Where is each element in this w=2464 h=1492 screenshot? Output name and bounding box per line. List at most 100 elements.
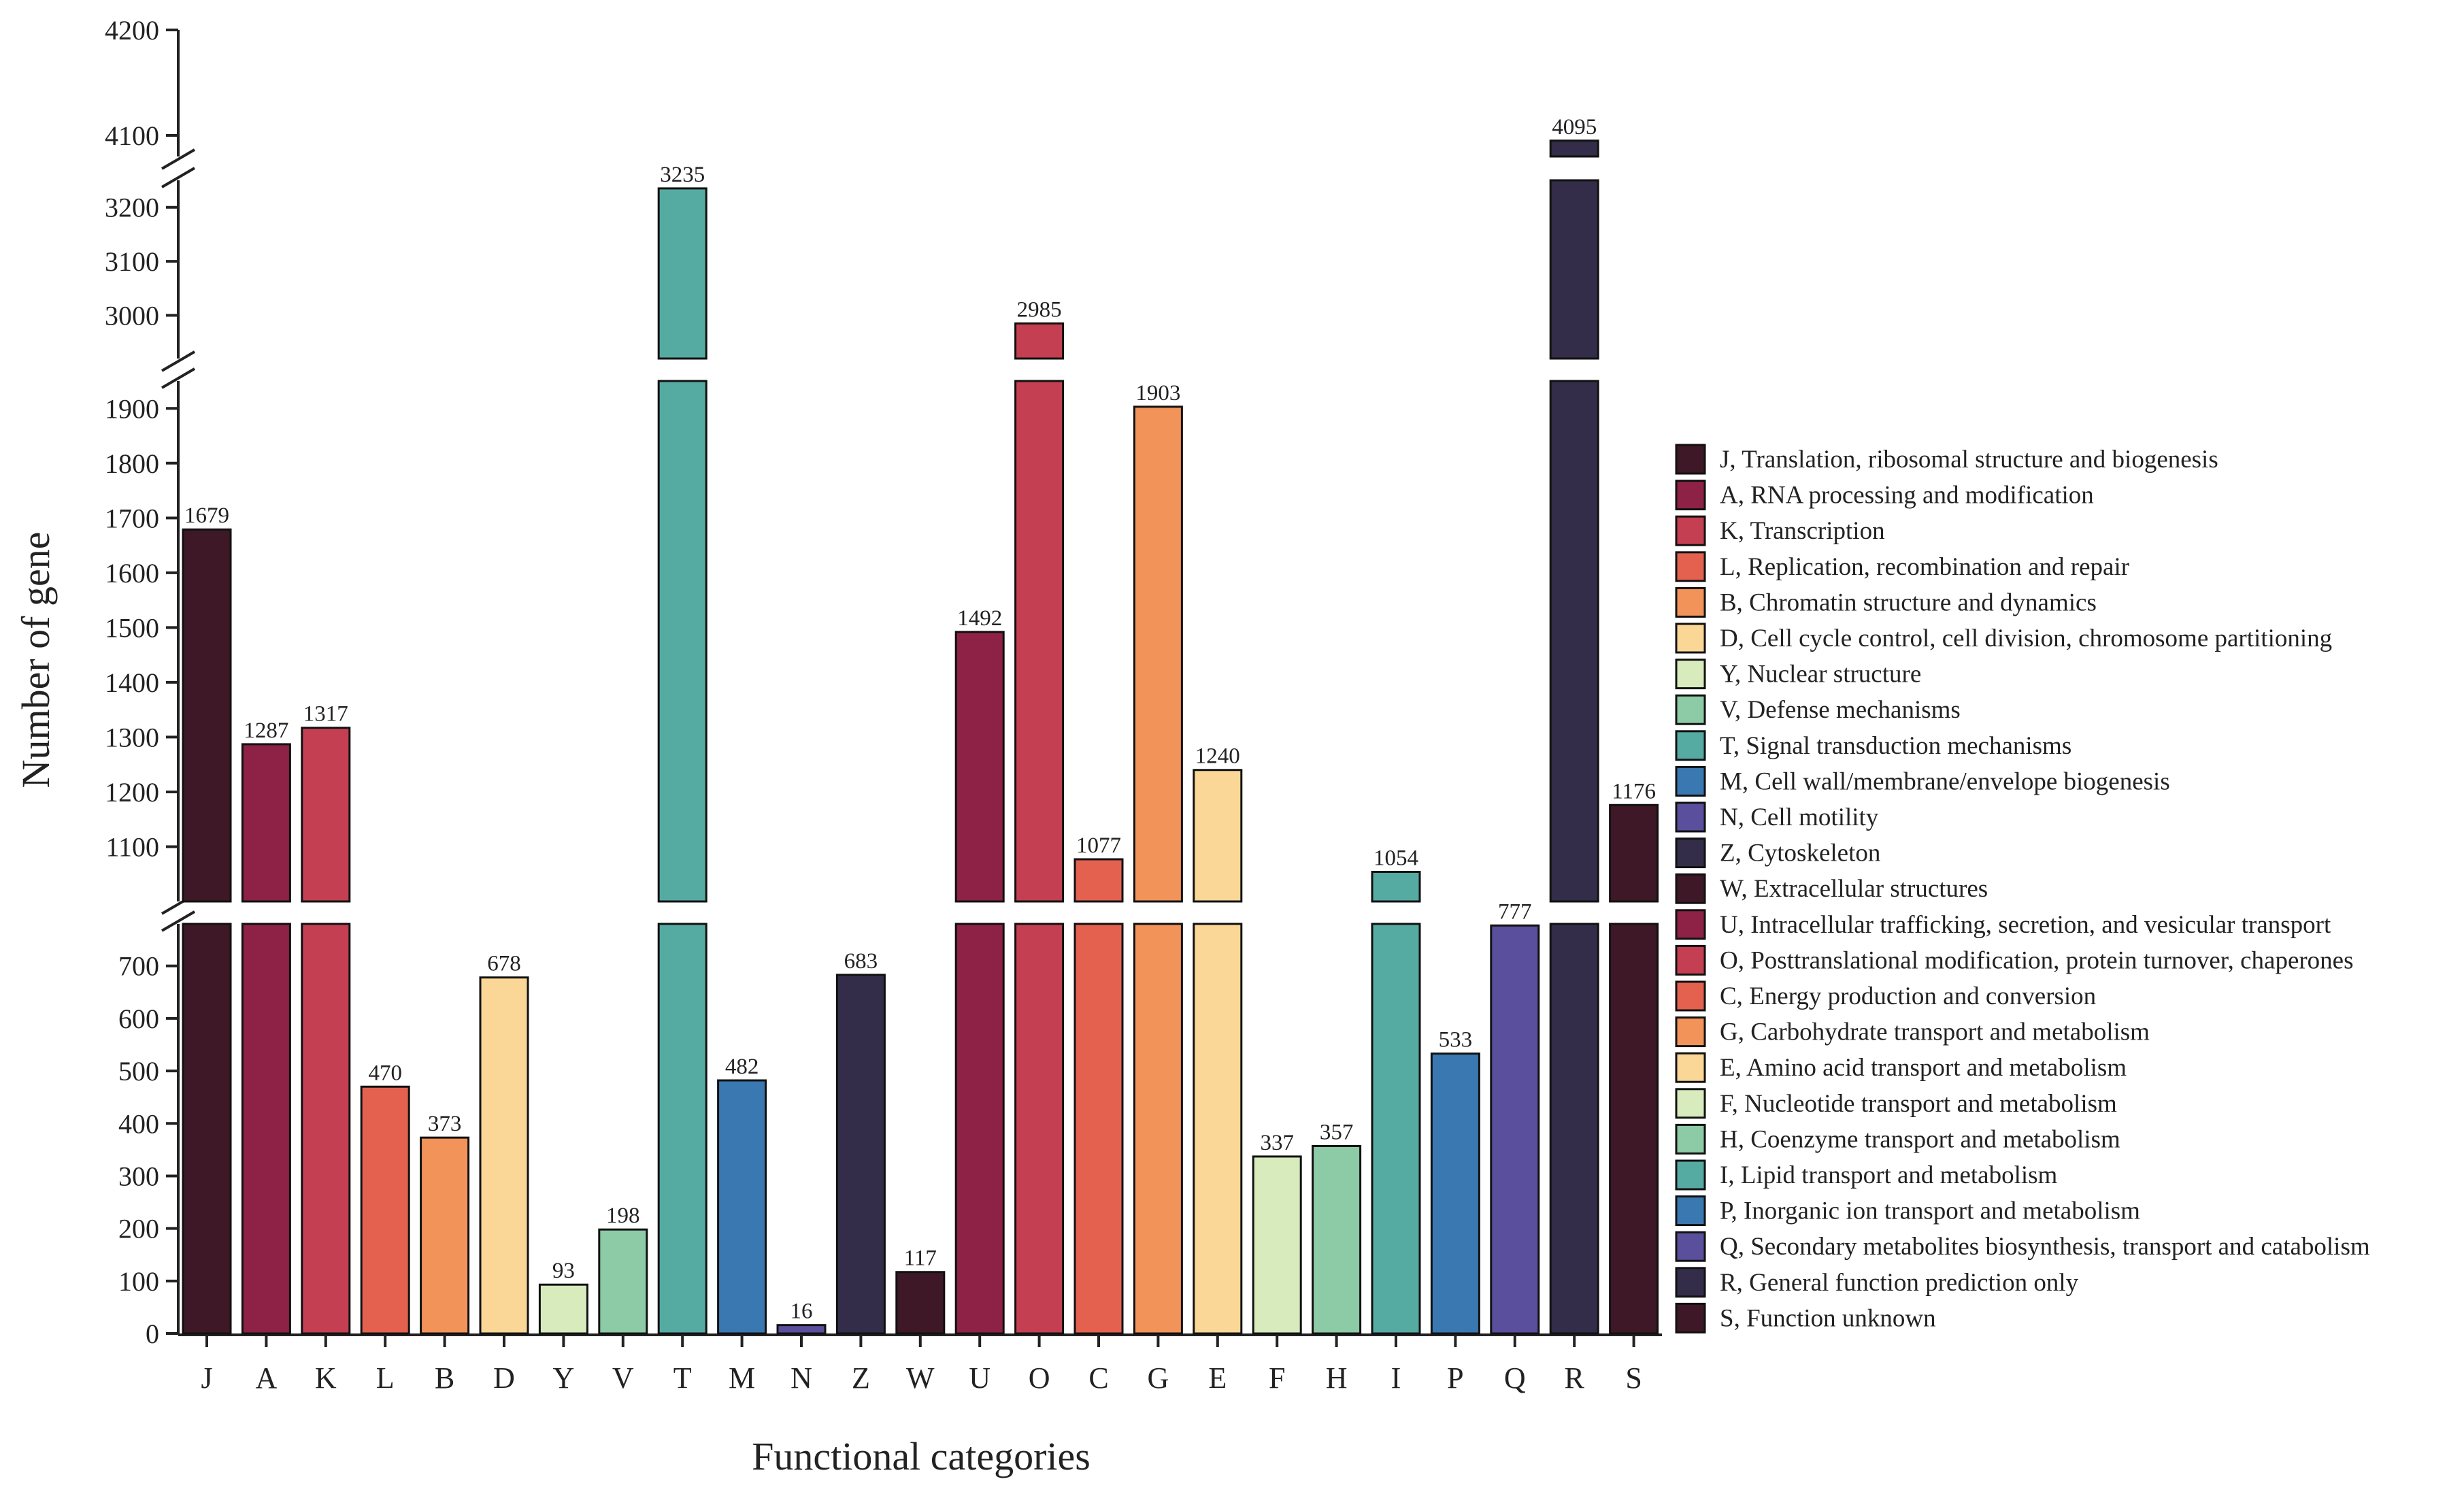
data-label: 1077 bbox=[1076, 833, 1121, 858]
bar bbox=[1549, 380, 1599, 903]
data-label: 198 bbox=[606, 1204, 640, 1228]
data-label: 93 bbox=[552, 1259, 575, 1283]
y-tick-label: 700 bbox=[118, 951, 159, 982]
legend-swatch bbox=[1675, 838, 1706, 869]
x-tick-label: I bbox=[1391, 1361, 1401, 1395]
bar bbox=[1549, 139, 1599, 158]
y-tick-label: 1900 bbox=[105, 393, 159, 424]
bar bbox=[360, 1085, 410, 1335]
bar bbox=[598, 1228, 648, 1335]
x-tick-label: K bbox=[315, 1361, 337, 1395]
legend-label: P, Inorganic ion transport and metabolis… bbox=[1720, 1197, 2140, 1225]
x-tick-label: V bbox=[612, 1361, 634, 1395]
data-label: 337 bbox=[1260, 1131, 1294, 1155]
data-label: 1287 bbox=[244, 718, 288, 743]
legend-swatch bbox=[1675, 1123, 1706, 1155]
data-label: 117 bbox=[904, 1246, 937, 1271]
legend-label: G, Carbohydrate transport and metabolism bbox=[1720, 1018, 2150, 1046]
legend-label: W, Extracellular structures bbox=[1720, 875, 1988, 903]
bar bbox=[657, 187, 707, 360]
bar bbox=[182, 528, 232, 903]
axis-break-mark bbox=[161, 350, 196, 372]
x-tick-label: H bbox=[1326, 1361, 1348, 1395]
legend-label: L, Replication, recombination and repair bbox=[1720, 553, 2129, 581]
legend-swatch bbox=[1675, 909, 1706, 940]
bar bbox=[1549, 179, 1599, 360]
bar bbox=[1133, 405, 1183, 903]
legend-swatch bbox=[1675, 480, 1706, 511]
bar bbox=[1371, 923, 1421, 1335]
bar bbox=[1133, 923, 1183, 1335]
legend-label: R, General function prediction only bbox=[1720, 1269, 2079, 1297]
legend-swatch bbox=[1675, 1052, 1706, 1083]
x-tick-label: G bbox=[1148, 1361, 1169, 1395]
bar bbox=[420, 1136, 470, 1335]
y-tick-label: 1600 bbox=[105, 558, 159, 588]
bar bbox=[657, 923, 707, 1335]
x-tick-label: C bbox=[1088, 1361, 1108, 1395]
x-tick-label: Y bbox=[553, 1361, 575, 1395]
x-tick-label: T bbox=[673, 1361, 692, 1395]
legend-label: O, Posttranslational modification, prote… bbox=[1720, 946, 2354, 974]
y-tick-label: 3000 bbox=[105, 300, 159, 331]
bars bbox=[182, 139, 1659, 1335]
y-tick-label: 1300 bbox=[105, 722, 159, 752]
y-tick-label: 1800 bbox=[105, 448, 159, 479]
data-label: 777 bbox=[1498, 899, 1532, 924]
x-tick-label: D bbox=[493, 1361, 515, 1395]
y-tick-label: 1700 bbox=[105, 503, 159, 533]
legend-swatch bbox=[1675, 944, 1706, 976]
axes: 0 100 200 300 400 500 600 700 1100 1200 1300 1400 15… bbox=[105, 15, 1662, 1395]
x-tick-label: F bbox=[1269, 1361, 1285, 1395]
y-tick-label: 1200 bbox=[105, 777, 159, 808]
x-tick-label: Q bbox=[1504, 1361, 1526, 1395]
legend-swatch bbox=[1675, 801, 1706, 833]
bar bbox=[1609, 923, 1659, 1335]
x-tick-label: R bbox=[1565, 1361, 1585, 1395]
bar bbox=[1014, 322, 1065, 360]
y-tick-label: 4200 bbox=[105, 15, 159, 46]
bar bbox=[1430, 1052, 1480, 1335]
x-tick-label: J bbox=[201, 1361, 212, 1395]
legend-swatch bbox=[1675, 1302, 1706, 1333]
bar bbox=[1073, 923, 1124, 1335]
legend-label: V, Defense mechanisms bbox=[1720, 696, 1961, 724]
bar bbox=[301, 727, 351, 903]
bar bbox=[241, 743, 291, 903]
legend-label: S, Function unknown bbox=[1720, 1304, 1936, 1332]
axis-break-mark bbox=[161, 148, 196, 170]
x-tick-label: M bbox=[729, 1361, 755, 1395]
bar bbox=[954, 631, 1005, 903]
legend-label: H, Coenzyme transport and metabolism bbox=[1720, 1125, 2120, 1153]
legend-swatch bbox=[1675, 873, 1706, 904]
x-tick-label: Z bbox=[852, 1361, 870, 1395]
legend-swatch bbox=[1675, 586, 1706, 618]
legend-swatch bbox=[1675, 1159, 1706, 1191]
data-label: 357 bbox=[1320, 1120, 1354, 1144]
data-label: 678 bbox=[487, 952, 521, 976]
legend-label: Y, Nuclear structure bbox=[1720, 661, 1921, 689]
bar bbox=[1371, 871, 1421, 903]
legend-label: B, Chromatin structure and dynamics bbox=[1720, 588, 2097, 616]
y-tick-label: 4100 bbox=[105, 120, 159, 151]
y-tick-label: 600 bbox=[118, 1004, 159, 1034]
bar bbox=[1073, 858, 1124, 903]
bar bbox=[241, 923, 291, 1335]
legend-swatch bbox=[1675, 694, 1706, 725]
y-tick-label: 1500 bbox=[105, 612, 159, 643]
bar bbox=[479, 976, 529, 1335]
bar bbox=[1014, 923, 1065, 1335]
data-label: 1903 bbox=[1135, 381, 1180, 405]
legend-label: J, Translation, ribosomal structure and … bbox=[1720, 446, 2218, 474]
legend-label: C, Energy production and conversion bbox=[1720, 982, 2096, 1010]
bar bbox=[776, 1324, 827, 1335]
legend-swatch bbox=[1675, 551, 1706, 582]
x-tick-label: L bbox=[376, 1361, 395, 1395]
data-label: 1492 bbox=[957, 606, 1002, 631]
legend-label: Z, Cytoskeleton bbox=[1720, 840, 1880, 867]
y-tick-label: 1100 bbox=[105, 831, 159, 862]
data-label: 1240 bbox=[1195, 744, 1240, 769]
y-tick-label: 100 bbox=[118, 1266, 159, 1297]
bar bbox=[1549, 923, 1599, 1335]
